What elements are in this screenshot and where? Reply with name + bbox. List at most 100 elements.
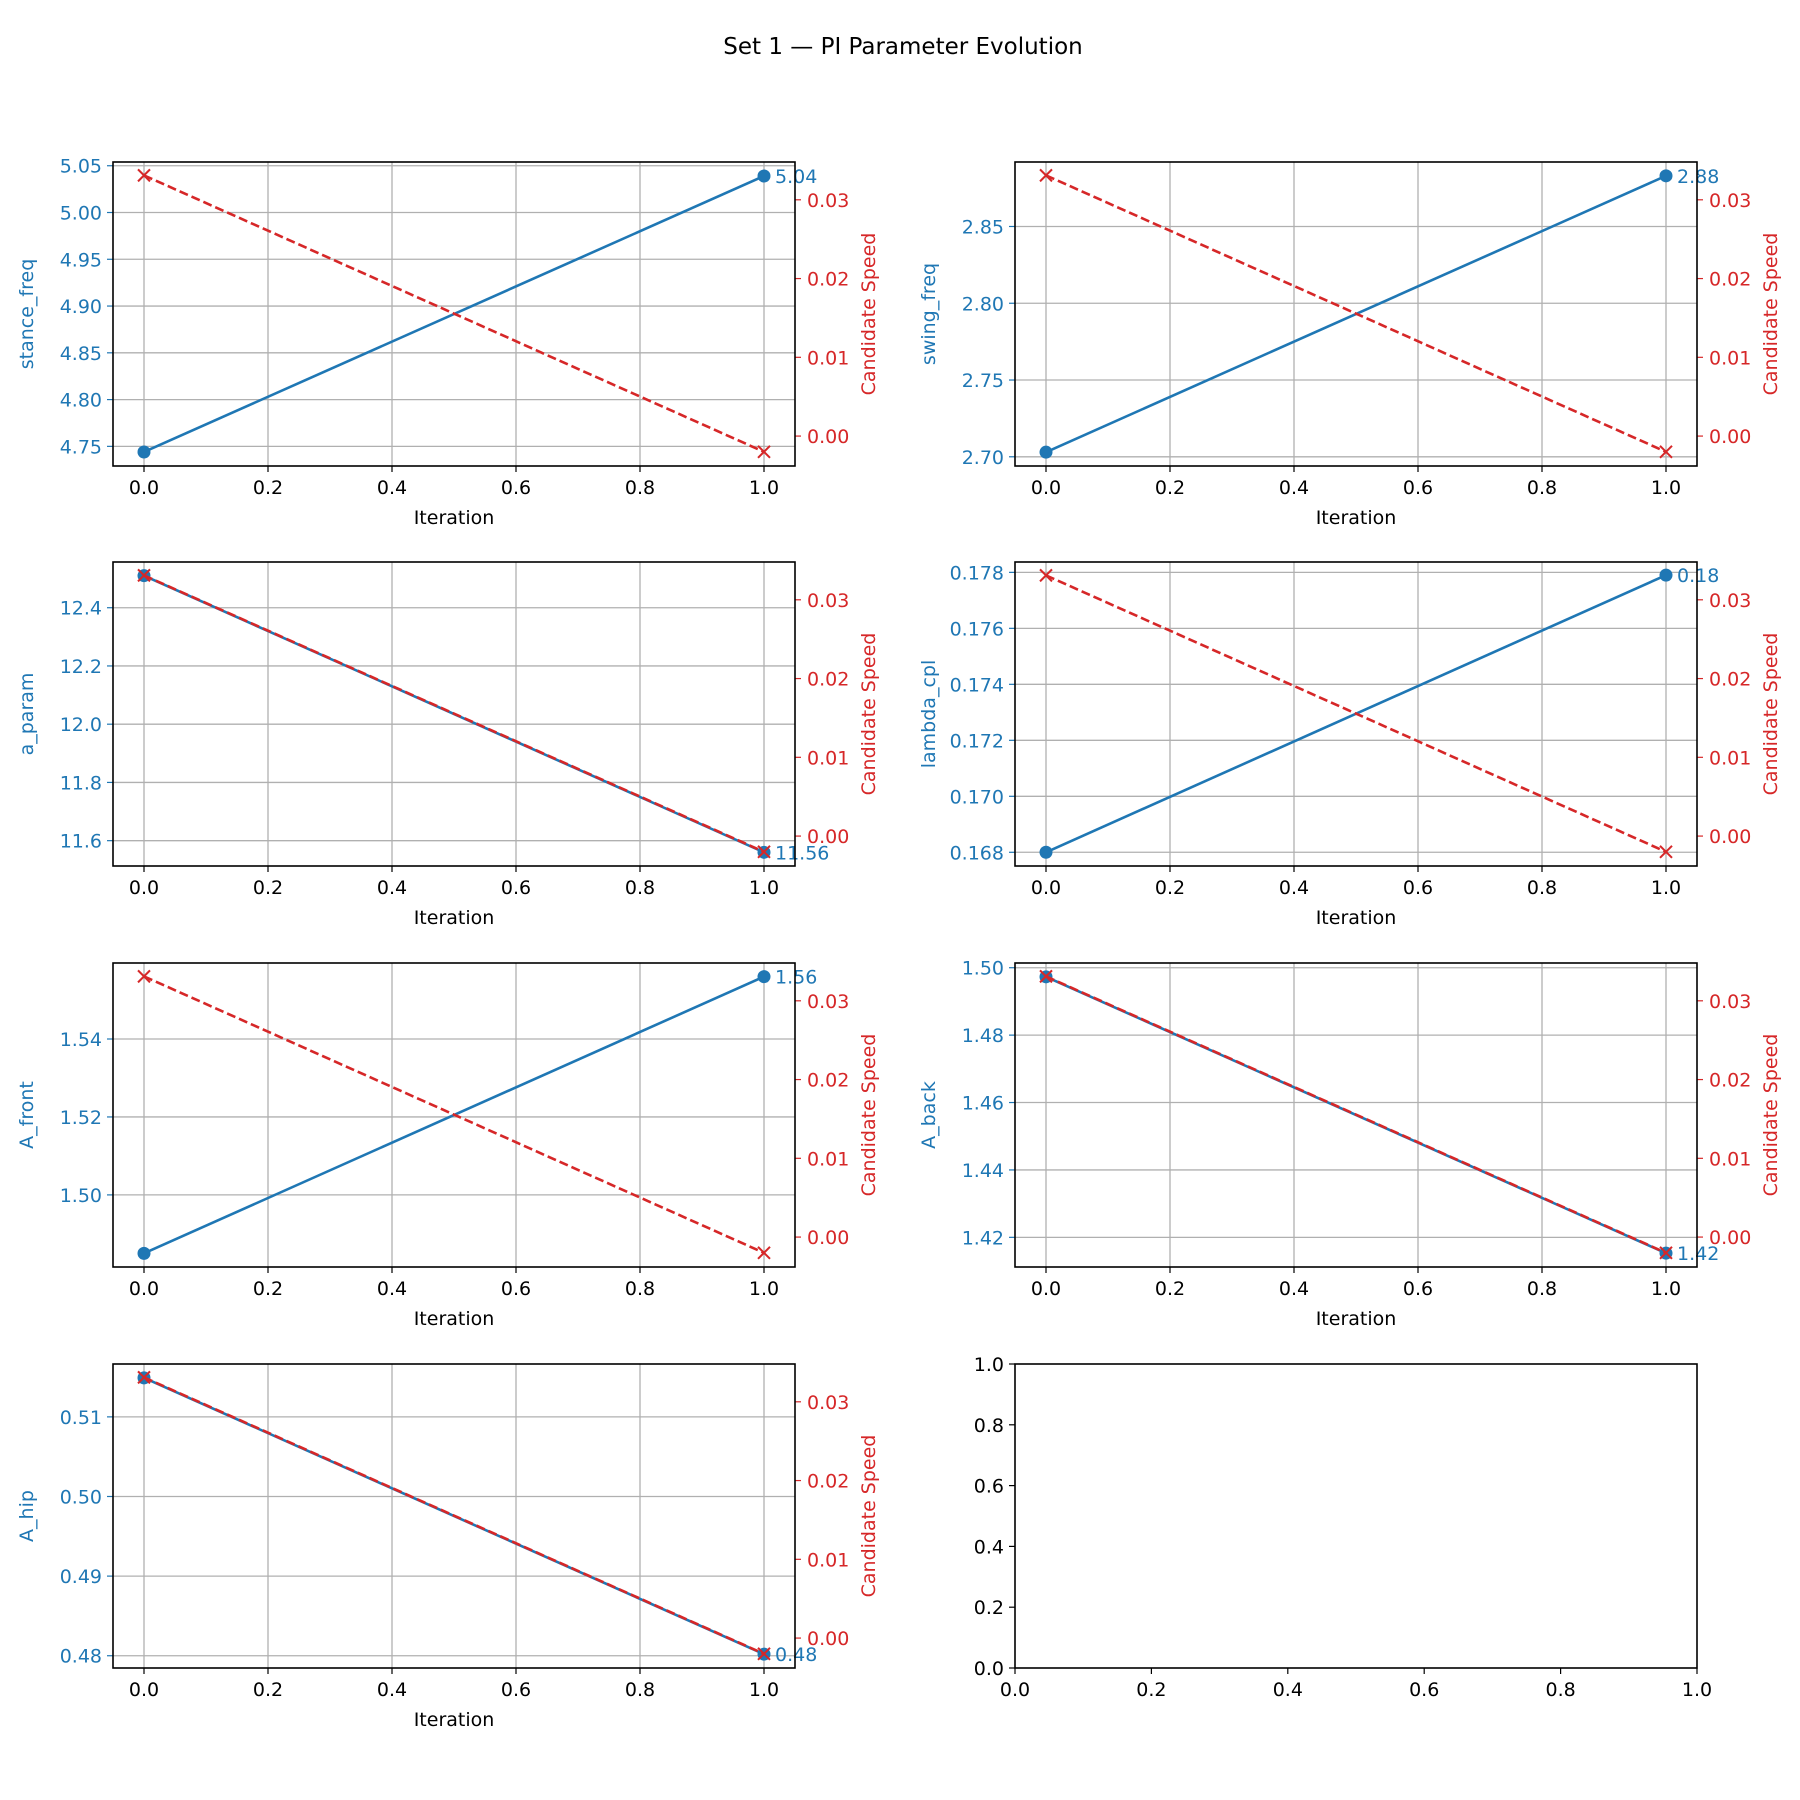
y-tick-label: 1.46	[962, 1093, 1004, 1115]
x-tick-label: 0.2	[1155, 877, 1185, 899]
x-tick-label: 0.6	[501, 477, 531, 499]
x-tick-label: 0.4	[1279, 477, 1309, 499]
y-axis-label: A_front	[16, 1081, 38, 1149]
y2-tick-label: 0.03	[1709, 991, 1751, 1013]
candidate-speed-point	[1039, 568, 1053, 583]
y-tick-label: 4.85	[60, 343, 102, 365]
y-axis-label: A_hip	[16, 1490, 38, 1542]
y2-tick-label: 0.01	[1709, 747, 1751, 769]
y-tick-label: 2.85	[962, 216, 1004, 238]
y2-tick-label: 0.03	[807, 190, 849, 212]
y-tick-label: 0.50	[60, 1486, 102, 1508]
x-tick-label: 1.0	[749, 1679, 779, 1701]
y-tick-label: 12.4	[60, 598, 102, 620]
x-tick-label: 0.0	[1031, 877, 1061, 899]
y-axis-label: stance_freq	[16, 259, 38, 370]
subplot-7: 0.0 0.2 0.4 0.6 0.8 1.00.480.490.500.510.000.…	[16, 1363, 880, 1731]
y2-tick-label: 0.01	[1709, 347, 1751, 369]
y-tick-label: 0.178	[950, 562, 1004, 584]
y-tick-label: 11.8	[60, 772, 102, 794]
point-annotation: 11.56	[775, 842, 829, 864]
x-tick-label: 0.4	[377, 477, 407, 499]
y2-tick-label: 0.03	[1709, 590, 1751, 612]
x-tick-label: 1.0	[1651, 877, 1681, 899]
y2-tick-label: 0.00	[1709, 426, 1751, 448]
x-tick-label: 1.0	[1651, 477, 1681, 499]
candidate-speed-line	[1045, 574, 1667, 854]
y-tick-label: 1.44	[962, 1160, 1004, 1182]
x-tick-label: 0.8	[625, 477, 655, 499]
x-tick-label: 0.0	[1000, 1679, 1030, 1701]
y2-axis-label: Candidate Speed	[1760, 1034, 1782, 1197]
subplot-8: 0.0 0.2 0.4 0.6 0.8 1.0 0.0 0.2 0.4 0.6 0.8 1.0	[974, 1354, 1712, 1701]
candidate-speed-line	[1045, 975, 1667, 1255]
x-tick-label: 0.6	[1403, 1278, 1433, 1300]
point-annotation: 1.42	[1677, 1243, 1719, 1265]
x-tick-label: 0.4	[377, 1679, 407, 1701]
x-tick-label: 0.4	[377, 1278, 407, 1300]
y-tick-label: 0.51	[60, 1407, 102, 1429]
x-tick-label: 0.2	[253, 477, 283, 499]
y2-tick-label: 0.02	[807, 1070, 849, 1092]
parameter-point	[137, 1246, 151, 1260]
axes-frame	[1014, 561, 1698, 867]
x-tick-label: 0.8	[1527, 477, 1557, 499]
y-tick-label: 12.2	[60, 656, 102, 678]
y2-axis-label: Candidate Speed	[858, 233, 880, 396]
candidate-speed-point	[1659, 445, 1673, 459]
subplot-2: 0.0 0.2 0.4 0.6 0.8 1.0 2.70 2.75 2.80 2.85 0.00 0.…	[918, 161, 1782, 529]
y-tick-label: 1.42	[962, 1227, 1004, 1249]
x-tick-label: 0.2	[1155, 477, 1185, 499]
parameter-point	[1659, 568, 1673, 582]
y-tick-label: 0.48	[60, 1646, 102, 1668]
candidate-speed-point	[137, 969, 151, 984]
x-tick-label: 0.8	[1527, 1278, 1557, 1300]
y-axis-label: a_param	[16, 673, 38, 756]
parameter-point	[137, 445, 151, 459]
y-tick-label: 0.168	[950, 842, 1004, 864]
x-tick-label: 0.4	[1273, 1679, 1303, 1701]
x-axis-label: Iteration	[414, 1709, 495, 1731]
y-tick-label: 0.4	[974, 1536, 1004, 1558]
candidate-speed-line	[143, 975, 765, 1255]
y-tick-label: 0.0	[974, 1658, 1004, 1680]
x-tick-label: 0.8	[1527, 877, 1557, 899]
axes-frame	[112, 1363, 796, 1669]
y2-tick-label: 0.00	[1709, 826, 1751, 848]
y-tick-label: 2.80	[962, 293, 1004, 315]
point-annotation: 1.56	[775, 967, 817, 989]
x-tick-label: 0.2	[253, 1679, 283, 1701]
point-annotation: 5.04	[775, 166, 817, 188]
x-tick-label: 0.6	[501, 877, 531, 899]
y2-axis-label: Candidate Speed	[1760, 233, 1782, 396]
x-tick-label: 0.6	[501, 1679, 531, 1701]
y-axis-label: A_back	[918, 1081, 940, 1149]
y2-tick-label: 0.03	[807, 991, 849, 1013]
x-tick-label: 0.6	[1409, 1679, 1439, 1701]
subplot-1: 0.0 0.2 0.4 0.6 0.8 1.0 4.75 4.80 4.85 4.90 4.95 5.…	[16, 156, 880, 529]
parameter-point	[1659, 169, 1673, 183]
y2-axis-label: Candidate Speed	[858, 633, 880, 796]
x-axis-label: Iteration	[414, 1308, 495, 1330]
y-tick-label: 0.172	[950, 730, 1004, 752]
x-tick-label: 0.6	[1403, 477, 1433, 499]
y-tick-label: 2.75	[962, 370, 1004, 392]
parameter-point	[757, 169, 771, 183]
y-tick-label: 4.75	[60, 436, 102, 458]
axes-frame	[112, 161, 796, 467]
y-tick-label: 11.6	[60, 831, 102, 853]
y2-tick-label: 0.01	[1709, 1148, 1751, 1170]
point-annotation: 2.88	[1677, 166, 1719, 188]
candidate-speed-point	[1659, 1246, 1673, 1260]
y2-tick-label: 0.00	[1709, 1227, 1751, 1249]
subplot-3: 0.0 0.2 0.4 0.6 0.8 1.0 11.6 11.8 12.0 12.2 12.4 0.…	[16, 561, 880, 929]
y2-tick-label: 0.03	[807, 590, 849, 612]
subplot-5: 0.0 0.2 0.4 0.6 0.8 1.0 1.50 1.52 1.54 0.00 0.01 0.…	[16, 962, 880, 1330]
y2-tick-label: 0.01	[807, 747, 849, 769]
axes-frame	[1014, 962, 1698, 1268]
y2-tick-label: 0.02	[807, 269, 849, 291]
y2-tick-label: 0.01	[807, 1549, 849, 1571]
y2-tick-label: 0.03	[807, 1392, 849, 1414]
x-tick-label: 1.0	[1682, 1679, 1712, 1701]
